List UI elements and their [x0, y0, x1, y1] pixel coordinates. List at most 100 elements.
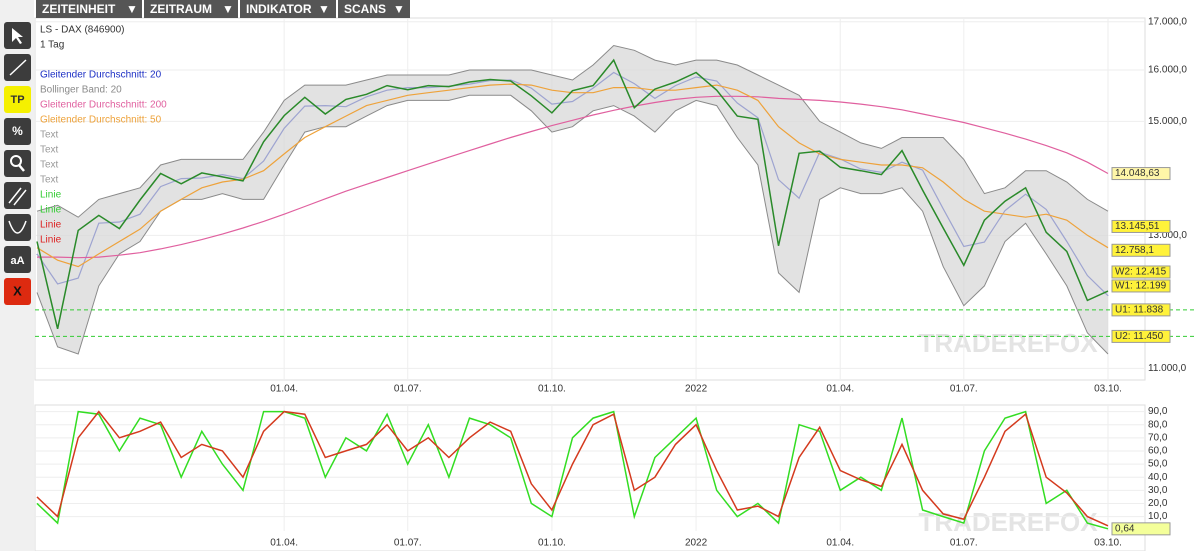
price-label-box	[1111, 279, 1171, 293]
y-tick-label: 15.000,0	[1148, 116, 1187, 127]
legend-entry: Gleitender Durchschnitt: 200	[40, 100, 167, 111]
legend-entry: Text	[40, 130, 59, 141]
x-tick-label: 01.04.	[270, 538, 298, 549]
x-tick-label: 01.07.	[950, 384, 978, 395]
chart-title: LS - DAX (846900)	[40, 25, 125, 36]
x-tick-label: 01.07.	[394, 538, 422, 549]
y-tick-label: 17.000,0	[1148, 16, 1187, 27]
x-tick-label: 03.10.	[1094, 538, 1122, 549]
y-tick-label: 80,0	[1148, 419, 1168, 430]
price-label: U2: 11.450	[1115, 331, 1164, 342]
series-line	[36, 410, 1109, 530]
menu-button[interactable]	[338, 0, 410, 18]
legend-entry: Text	[40, 160, 59, 171]
x-tick-label: 01.10.	[538, 384, 566, 395]
y-tick-label: 20,0	[1148, 498, 1168, 509]
legend-entry: Gleitender Durchschnitt: 20	[40, 70, 162, 81]
menu-button[interactable]	[144, 0, 238, 18]
series-line	[36, 83, 1109, 268]
menu-arrow: ▼	[318, 2, 330, 16]
menu-button[interactable]	[36, 0, 142, 18]
menu-arrow: ▼	[393, 2, 405, 16]
y-tick-label: 60,0	[1148, 446, 1168, 457]
x-tick-label: 01.04.	[826, 538, 854, 549]
price-label: 12.758,1	[1115, 245, 1154, 256]
tool-button[interactable]	[4, 150, 31, 177]
price-label-box	[1111, 303, 1171, 317]
price-label-box	[1111, 265, 1171, 279]
series-line	[37, 95, 1109, 259]
menu-label: SCANS	[344, 2, 386, 16]
price-label-box	[1111, 329, 1171, 343]
price-label: U1: 11.838	[1115, 305, 1164, 316]
legend-entry: Bollinger Band: 20	[40, 85, 122, 96]
price-label-box	[1111, 219, 1171, 233]
toolbar: ZEITEINHEIT ▼ ZEITRAUM ▼ INDIKATOR ▼ SCA…	[36, 0, 410, 18]
legend-entry: Linie	[40, 190, 62, 201]
price-label-box	[1111, 522, 1171, 536]
y-tick-label: 11.000,0	[1148, 363, 1187, 374]
watermark: TRADEREFOX	[918, 328, 1098, 358]
y-tick-label: 16.000,0	[1148, 65, 1187, 76]
tool-button[interactable]	[4, 278, 31, 305]
tool-button[interactable]	[4, 214, 31, 241]
tool-button[interactable]	[4, 246, 31, 273]
y-tick-label: 13.000,0	[1148, 230, 1187, 241]
legend-entry: Text	[40, 145, 59, 156]
x-tick-label: 2022	[685, 538, 708, 549]
pointer-icon	[12, 28, 23, 44]
tool-button[interactable]	[4, 118, 31, 145]
band-lower	[36, 94, 1109, 355]
x-tick-label: 01.04.	[270, 384, 298, 395]
tool-button[interactable]	[4, 182, 31, 209]
x-tick-label: 2022	[685, 384, 708, 395]
tool-label: aA	[10, 255, 24, 267]
legend-entry: Linie	[40, 205, 62, 216]
legend-entry: Linie	[40, 220, 62, 231]
sidebar: TP % aA X	[4, 22, 31, 305]
zoom-icon	[18, 164, 25, 172]
channel-icon	[8, 187, 27, 206]
chart-subtitle: 1 Tag	[40, 40, 64, 51]
menu-button[interactable]	[240, 0, 336, 18]
x-tick-label: 01.07.	[394, 384, 422, 395]
price-label: 0,64	[1115, 523, 1135, 534]
tool-label: X	[13, 283, 22, 298]
price-label: W1: 12.199	[1115, 281, 1167, 292]
curve-icon	[8, 220, 27, 234]
menu-label: INDIKATOR	[246, 2, 312, 16]
menu-arrow: ▼	[126, 2, 138, 16]
y-tick-label: 90,0	[1148, 406, 1168, 417]
x-tick-label: 03.10.	[1094, 384, 1122, 395]
price-label: W2: 12.415	[1115, 267, 1167, 278]
band-fill	[37, 45, 1108, 354]
legend-entry: Gleitender Durchschnitt: 50	[40, 115, 162, 126]
y-tick-label: 70,0	[1148, 432, 1168, 443]
menu-label: ZEITEINHEIT	[42, 2, 116, 16]
price-line	[36, 58, 1109, 329]
tool-label: TP	[10, 94, 24, 106]
zoom-icon	[10, 155, 22, 167]
y-tick-label: 50,0	[1148, 459, 1168, 470]
menu-arrow: ▼	[222, 2, 234, 16]
price-label: 14.048,63	[1115, 168, 1160, 179]
price-label-box	[1111, 167, 1171, 181]
legend-entry: Linie	[40, 235, 62, 246]
sidebar-bg	[0, 0, 34, 551]
tool-label: %	[12, 124, 23, 138]
band-upper	[36, 44, 1109, 218]
menu-label: ZEITRAUM	[150, 2, 212, 16]
y-tick-label: 10,0	[1148, 511, 1168, 522]
x-tick-label: 01.04.	[826, 384, 854, 395]
series-line	[36, 410, 1109, 527]
legend-entry: Text	[40, 175, 59, 186]
x-tick-label: 01.10.	[538, 538, 566, 549]
x-tick-label: 01.07.	[950, 538, 978, 549]
watermark: TRADEREFOX	[918, 507, 1098, 537]
y-tick-label: 40,0	[1148, 472, 1168, 483]
price-label: 13.145,51	[1115, 221, 1160, 232]
tool-button[interactable]	[4, 86, 31, 113]
price-label-box	[1111, 243, 1171, 257]
y-tick-label: 30,0	[1148, 485, 1168, 496]
